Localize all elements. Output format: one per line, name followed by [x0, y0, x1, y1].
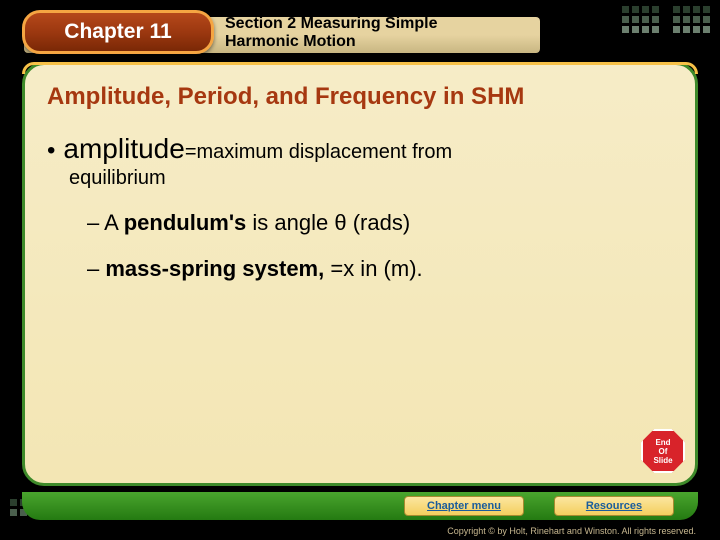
section-title: Section 2 Measuring Simple Harmonic Moti…: [225, 15, 438, 51]
resources-button[interactable]: Resources: [554, 496, 674, 516]
copyright-text: Copyright © by Holt, Rinehart and Winsto…: [447, 526, 696, 536]
content-frame: Amplitude, Period, and Frequency in SHM …: [22, 62, 698, 486]
term-amplitude: amplitude: [63, 133, 184, 164]
sub-bullet-mass-spring: – mass-spring system, =x in (m).: [87, 256, 673, 282]
bullet-amplitude-cont: equilibrium: [69, 167, 673, 190]
chapter-menu-button[interactable]: Chapter menu: [404, 496, 524, 516]
footer-bar: Chapter menu Resources: [22, 492, 698, 520]
slide-title: Amplitude, Period, and Frequency in SHM: [47, 83, 673, 111]
sub-bullet-pendulum: – A pendulum's is angle θ (rads): [87, 210, 673, 236]
chapter-badge: Chapter 11: [22, 10, 214, 54]
bullet-amplitude: • amplitude=maximum displacement from: [47, 133, 673, 165]
slide-header: Chapter 11 Section 2 Measuring Simple Ha…: [0, 12, 720, 67]
end-of-slide-icon: End Of Slide: [641, 429, 685, 473]
